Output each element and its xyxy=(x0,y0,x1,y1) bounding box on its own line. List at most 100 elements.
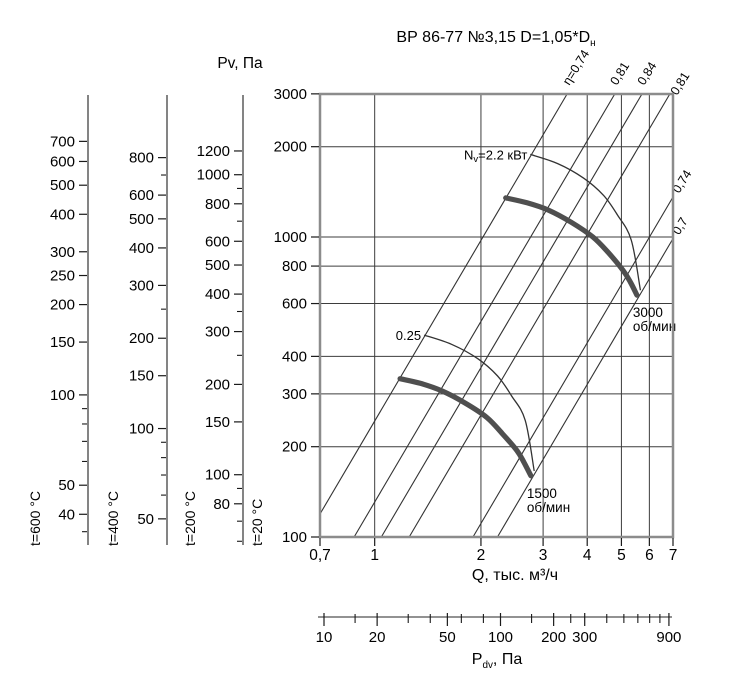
y-tick-label: 600 xyxy=(282,296,307,313)
y-tick-label: 1000 xyxy=(274,229,307,246)
pdv-tick-label: 200 xyxy=(541,629,566,646)
scale-tick-label: 100 xyxy=(129,421,154,438)
scale-tick-label: 200 xyxy=(50,297,75,314)
scale-tick-label: 80 xyxy=(213,496,230,513)
speed-curve-label-3000-1: об/мин xyxy=(633,319,676,334)
scale-tick-label: 200 xyxy=(205,376,230,393)
pdv-tick-label: 50 xyxy=(439,629,456,646)
y-axis: 3000 2000 1000 800 600 400 300 200 100 xyxy=(274,86,319,546)
scale-tick-label: 50 xyxy=(137,511,154,528)
pdv-tick-label: 20 xyxy=(369,629,386,646)
efficiency-line-2 xyxy=(380,93,643,538)
t20-scale-label: t=20 °C xyxy=(249,499,265,546)
scale-tick-label: 600 xyxy=(50,154,75,171)
plot-frame-rect xyxy=(318,92,675,539)
speed-curve-3000 xyxy=(503,195,640,298)
temperature-scale-2: 1200 1000 800 600 500 400 300 200 150 100 80 xyxy=(197,95,244,545)
scale-tick-label: 300 xyxy=(50,244,75,261)
scale-tick-label: 400 xyxy=(50,206,75,223)
y-tick-label: 800 xyxy=(282,258,307,275)
scale-tick-label: 50 xyxy=(58,477,75,494)
t200-scale-label: t=200 °C xyxy=(182,491,198,546)
scale-tick-label: 500 xyxy=(205,257,230,274)
scale-tick-label: 300 xyxy=(129,277,154,294)
scale-tick-label: 1200 xyxy=(197,143,230,160)
scale-tick-label: 1000 xyxy=(197,167,230,184)
x-tick-label: 7 xyxy=(669,547,678,564)
scale-tick-label: 500 xyxy=(50,177,75,194)
efficiency-line-5 xyxy=(496,238,674,538)
y-tick-label: 2000 xyxy=(274,139,307,156)
y-tick-label: 400 xyxy=(282,348,307,365)
x-tick-label: 2 xyxy=(477,547,486,564)
scale-tick-label: 150 xyxy=(129,368,154,385)
pdv-tick-label: 900 xyxy=(656,629,681,646)
scale-tick-label: 300 xyxy=(205,324,230,341)
pdv-title-pre: P xyxy=(471,651,483,668)
t600-scale-label: t=600 °C xyxy=(27,491,43,546)
power-curve-0 xyxy=(530,153,642,291)
temperature-scale-0: 700 600 500 400 300 250 200 150 100 50 40 xyxy=(50,95,89,545)
power-curve-label-1: 0.25 xyxy=(396,328,421,343)
t400-scale-label: t=400 °C xyxy=(105,491,121,546)
speed-curve-1500 xyxy=(397,376,534,479)
speed-curve-label-1500-0: 1500 xyxy=(527,486,557,501)
pdv-tick-label: 100 xyxy=(488,629,513,646)
pdv-tick-label: 300 xyxy=(572,629,597,646)
scale-tick-label: 150 xyxy=(50,334,75,351)
x-tick-label: 6 xyxy=(645,547,654,564)
power-curve-label-0: Nv=2.2 кВт xyxy=(464,147,527,165)
scale-tick-label: 800 xyxy=(129,150,154,167)
x-tick-label: 3 xyxy=(539,547,548,564)
plot-frame xyxy=(318,92,675,539)
efficiency-line-3 xyxy=(408,93,671,538)
pdv-axis-title: Pdv, Па xyxy=(397,651,597,672)
chart-title: ВР 86-77 №3,15 D=1,05*Dн xyxy=(276,29,716,50)
x-tick-label: 0,7 xyxy=(309,547,331,564)
efficiency-label-0: η=0,74 xyxy=(560,47,592,87)
scale-tick-label: 400 xyxy=(205,286,230,303)
x-axis: 0,7 1 2 3 4 5 6 7 xyxy=(309,538,677,564)
y-tick-label: 100 xyxy=(282,529,307,546)
scale-tick-label: 250 xyxy=(50,268,75,285)
efficiency-label-1: 0,81 xyxy=(607,59,632,87)
speed-curve-label-3000-0: 3000 xyxy=(633,305,663,320)
pdv-axis: 10 20 50 100 200 300 900 xyxy=(316,613,681,646)
x-tick-label: 4 xyxy=(583,547,592,564)
scale-tick-label: 600 xyxy=(129,187,154,204)
chart-title-main: ВР 86-77 №3,15 D=1,05*D xyxy=(396,29,591,46)
pdv-title-sub: dv xyxy=(482,660,493,672)
scale-tick-label: 200 xyxy=(129,330,154,347)
temperature-scale-1: 800 600 500 400 300 200 150 100 50 xyxy=(129,95,168,545)
chart-title-sub: н xyxy=(590,38,596,50)
temperature-scale-rotated-labels: t=600 °C t=400 °C t=200 °C t=20 °C xyxy=(27,491,265,546)
scale-tick-label: 150 xyxy=(205,414,230,431)
x-tick-label: 5 xyxy=(617,547,626,564)
scale-tick-label: 400 xyxy=(129,240,154,257)
pv-axis-title: Pv, Па xyxy=(217,55,263,72)
power-curve-1 xyxy=(423,334,535,472)
y-tick-label: 200 xyxy=(282,439,307,456)
scale-tick-label: 500 xyxy=(129,211,154,228)
scale-tick-label: 800 xyxy=(205,196,230,213)
efficiency-line-1 xyxy=(353,93,616,538)
scale-tick-label: 40 xyxy=(58,506,75,523)
pdv-tick-label: 10 xyxy=(316,629,333,646)
efficiency-line-4 xyxy=(472,196,674,538)
y-tick-label: 3000 xyxy=(274,86,307,103)
speed-curve-label-1500-1: об/мин xyxy=(527,500,570,515)
efficiency-line-0 xyxy=(319,93,568,515)
scale-tick-label: 100 xyxy=(50,387,75,404)
pdv-title-post: , Па xyxy=(492,651,523,668)
scale-tick-label: 600 xyxy=(205,233,230,250)
scale-tick-label: 100 xyxy=(205,467,230,484)
q-axis-title: Q, тыс. м³/ч xyxy=(471,567,559,584)
efficiency-label-2: 0,84 xyxy=(635,59,660,87)
y-tick-label: 300 xyxy=(282,386,307,403)
scale-tick-label: 700 xyxy=(50,133,75,150)
x-tick-label: 1 xyxy=(370,547,379,564)
power-curves: Nv=2.2 кВт 0.25 xyxy=(396,147,642,472)
